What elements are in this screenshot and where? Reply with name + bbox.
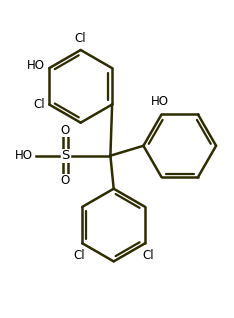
- Text: Cl: Cl: [143, 249, 154, 262]
- Text: Cl: Cl: [75, 32, 87, 45]
- Text: HO: HO: [151, 95, 169, 108]
- Text: O: O: [61, 174, 70, 187]
- Text: Cl: Cl: [34, 98, 45, 111]
- Text: HO: HO: [15, 149, 33, 162]
- Text: HO: HO: [27, 59, 45, 72]
- Text: O: O: [61, 124, 70, 137]
- Text: S: S: [61, 149, 70, 162]
- Text: Cl: Cl: [73, 249, 85, 262]
